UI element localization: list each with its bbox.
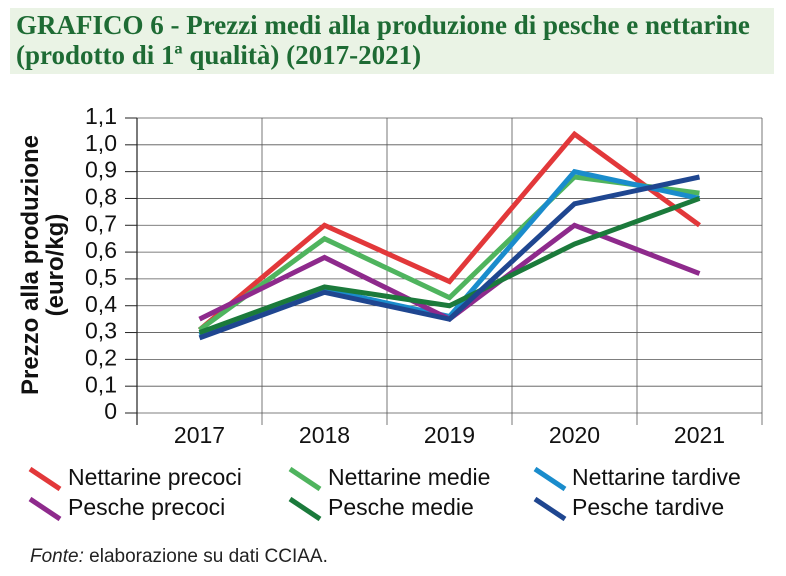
x-tick-label: 2018	[299, 422, 350, 448]
y-tick-label: 0,4	[85, 291, 117, 317]
y-tick-label: 0,7	[85, 210, 117, 236]
y-tick-label: 0,5	[85, 264, 117, 290]
y-tick-label: 0	[104, 398, 117, 424]
y-tick-label: 1,0	[85, 130, 117, 156]
source: Fonte: elaborazione su dati CCIAA.	[30, 546, 328, 568]
y-tick-label: 0,3	[85, 318, 117, 344]
legend-swatch	[533, 466, 567, 492]
source-label: Fonte:	[30, 546, 84, 567]
y-tick-label: 0,2	[85, 344, 117, 370]
y-tick-label: 0,6	[85, 237, 117, 263]
x-tick-label: 2021	[674, 422, 725, 448]
series-line	[198, 174, 701, 341]
legend-swatch	[28, 466, 62, 492]
chart-title: GRAFICO 6 - Prezzi medi alla produzione …	[10, 8, 774, 74]
x-tick-label: 2019	[424, 422, 475, 448]
y-tick-label: 0,8	[85, 184, 117, 210]
legend-label: Nettarine medie	[328, 464, 490, 490]
legend-label: Pesche precoci	[68, 494, 225, 520]
x-tick-label: 2017	[174, 422, 225, 448]
series-line	[197, 130, 701, 332]
legend-swatch	[533, 496, 567, 522]
y-axis-label: Prezzo alla produzione (euro/kg)	[17, 134, 69, 396]
legend-swatch	[288, 466, 322, 492]
legend-label: Pesche medie	[328, 494, 474, 520]
source-text: elaborazione su dati CCIAA.	[89, 546, 328, 567]
legend-label: Nettarine precoci	[68, 464, 242, 490]
legend-swatch	[288, 496, 322, 522]
y-tick-label: 1,1	[85, 103, 117, 129]
legend-swatch	[28, 496, 62, 522]
legend-label: Pesche tardive	[572, 494, 724, 520]
x-tick-label: 2020	[549, 422, 600, 448]
series-line	[198, 196, 701, 335]
legend-label: Nettarine tardive	[572, 464, 741, 490]
y-tick-label: 0,1	[85, 371, 117, 397]
y-tick-label: 0,9	[85, 157, 117, 183]
